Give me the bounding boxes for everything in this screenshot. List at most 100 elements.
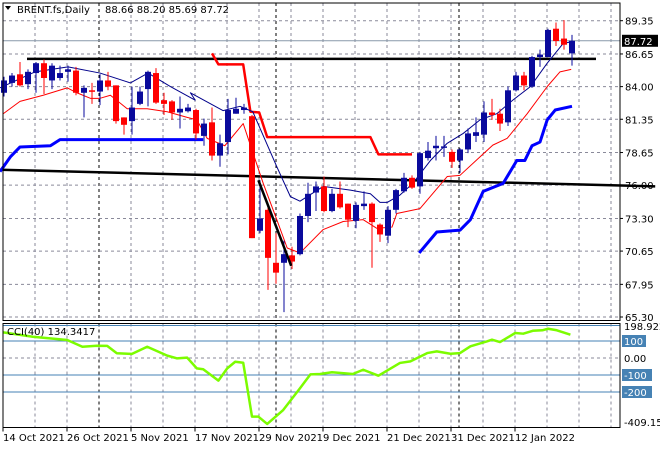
candle xyxy=(377,223,383,242)
candle-body xyxy=(201,123,207,136)
candle xyxy=(417,151,423,194)
candle-body xyxy=(113,85,119,122)
candle-body xyxy=(473,132,479,136)
candle-body xyxy=(329,193,335,212)
candles xyxy=(1,20,575,313)
candle xyxy=(193,108,199,140)
candle xyxy=(177,96,183,129)
candle-body xyxy=(385,209,391,236)
candle xyxy=(153,68,159,104)
candle-body xyxy=(81,87,87,93)
dropdown-triangle-icon[interactable] xyxy=(5,6,11,10)
candle xyxy=(33,61,39,93)
candle xyxy=(217,134,223,167)
candle xyxy=(265,203,271,290)
cci-tick-label: 0.00 xyxy=(624,354,646,365)
short-trendline xyxy=(257,179,293,267)
candle xyxy=(121,117,127,135)
candle-body xyxy=(433,145,439,149)
y-tick-label: 81.35 xyxy=(625,115,654,126)
candle xyxy=(353,202,359,229)
cci-level-tag xyxy=(622,386,652,398)
candle-body xyxy=(409,177,415,188)
cci-label: CCI(40) 134.3417 xyxy=(7,327,95,338)
candle-body xyxy=(361,203,367,207)
candle xyxy=(225,98,231,155)
candle-body xyxy=(513,75,519,91)
chart-header: BRENT.fs,Daily 88.66 88.20 85.69 87.72 xyxy=(5,5,229,16)
candle-body xyxy=(9,75,15,83)
candle-body xyxy=(553,28,559,42)
candle-body xyxy=(337,193,343,208)
candle xyxy=(337,181,343,209)
candle-body xyxy=(177,108,183,113)
candle-body xyxy=(25,71,31,85)
candle-body xyxy=(569,40,575,54)
candle xyxy=(465,128,471,154)
candle xyxy=(57,65,63,81)
candle-body xyxy=(1,80,7,93)
candle-body xyxy=(121,117,127,125)
y-tick-label: 73.30 xyxy=(625,214,654,225)
candle-body xyxy=(497,113,503,124)
slow-moving-average-line xyxy=(2,68,572,254)
candle-body xyxy=(41,63,47,78)
candle-body xyxy=(545,29,551,58)
candle xyxy=(497,108,503,131)
candle xyxy=(9,73,15,87)
candle xyxy=(161,92,167,115)
candle xyxy=(561,20,567,50)
candle xyxy=(145,70,151,107)
candle xyxy=(241,103,247,114)
candle xyxy=(521,71,527,91)
candle-body xyxy=(49,65,55,81)
candle xyxy=(369,202,375,268)
x-tick-label: 26 Oct 2021 xyxy=(67,433,129,444)
cci-tick-label: 100 xyxy=(624,337,643,348)
cci-panel xyxy=(3,325,620,426)
x-tick-label: 21 Dec 2021 xyxy=(387,433,451,444)
current-price-tag xyxy=(622,34,658,47)
x-tick-label: 12 Jan 2022 xyxy=(515,433,575,444)
cci-level-tag xyxy=(622,369,652,381)
candle-body xyxy=(417,153,423,187)
candle-body xyxy=(169,101,175,113)
candle-body xyxy=(489,112,495,115)
candle-body xyxy=(185,107,191,112)
candle-body xyxy=(457,149,463,161)
candle xyxy=(305,182,311,223)
candle-body xyxy=(257,218,263,231)
candle xyxy=(537,49,543,67)
candle xyxy=(49,63,55,90)
candle-body xyxy=(65,69,71,72)
candle-body xyxy=(305,193,311,216)
candle-body xyxy=(345,203,351,220)
x-tick-label: 14 Oct 2021 xyxy=(3,433,65,444)
candle xyxy=(249,114,255,239)
cci-panel-frame xyxy=(2,323,621,428)
candle xyxy=(233,97,239,114)
candle-body xyxy=(273,262,279,273)
candle-body xyxy=(505,90,511,123)
candle xyxy=(297,213,303,256)
candle-body xyxy=(33,63,39,74)
candle-body xyxy=(249,116,255,239)
candle-body xyxy=(401,177,407,192)
candle xyxy=(281,240,287,313)
candle xyxy=(449,149,455,168)
candle xyxy=(361,191,367,210)
indicator-layer xyxy=(0,41,656,254)
candle xyxy=(385,206,391,244)
candle xyxy=(185,103,191,113)
candle-body xyxy=(321,186,327,212)
candle xyxy=(425,142,431,161)
candle xyxy=(209,107,215,161)
candle-body xyxy=(209,122,215,156)
candle xyxy=(105,71,111,91)
candle-body xyxy=(537,54,543,58)
candle xyxy=(81,85,87,118)
cci-level-tag xyxy=(622,335,646,347)
axes: 89.35 86.65 84.00 81.35 78.65 76.00 73.30 70.65… xyxy=(2,2,660,444)
cci-tick-label: -100 xyxy=(624,371,647,382)
